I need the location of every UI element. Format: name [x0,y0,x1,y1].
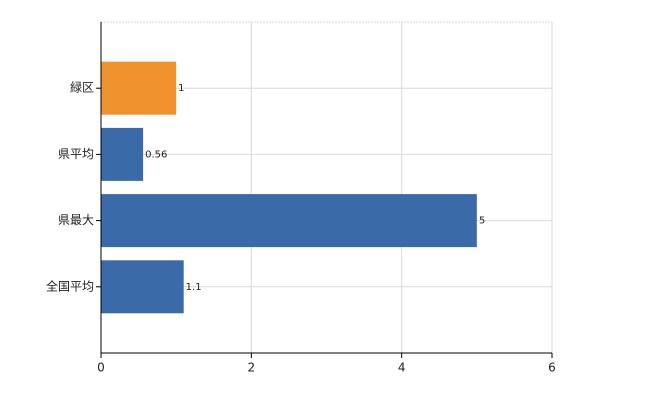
x-tick-label: 2 [248,361,256,375]
x-tick-label: 6 [548,361,556,375]
y-tick-label: 県平均 [58,147,94,161]
bar [101,260,184,314]
bar [101,127,144,181]
value-label: 1.1 [186,282,202,293]
x-tick-label: 0 [97,361,105,375]
value-label: 1 [178,83,184,94]
bar [101,61,177,115]
y-tick-label: 緑区 [70,80,94,95]
y-tick-label: 県最大 [58,213,94,227]
x-tick-label: 4 [398,361,406,375]
y-tick-label: 全国平均 [46,278,94,293]
value-label: 5 [479,216,485,227]
bar [101,194,477,248]
value-label: 0.56 [145,149,167,160]
